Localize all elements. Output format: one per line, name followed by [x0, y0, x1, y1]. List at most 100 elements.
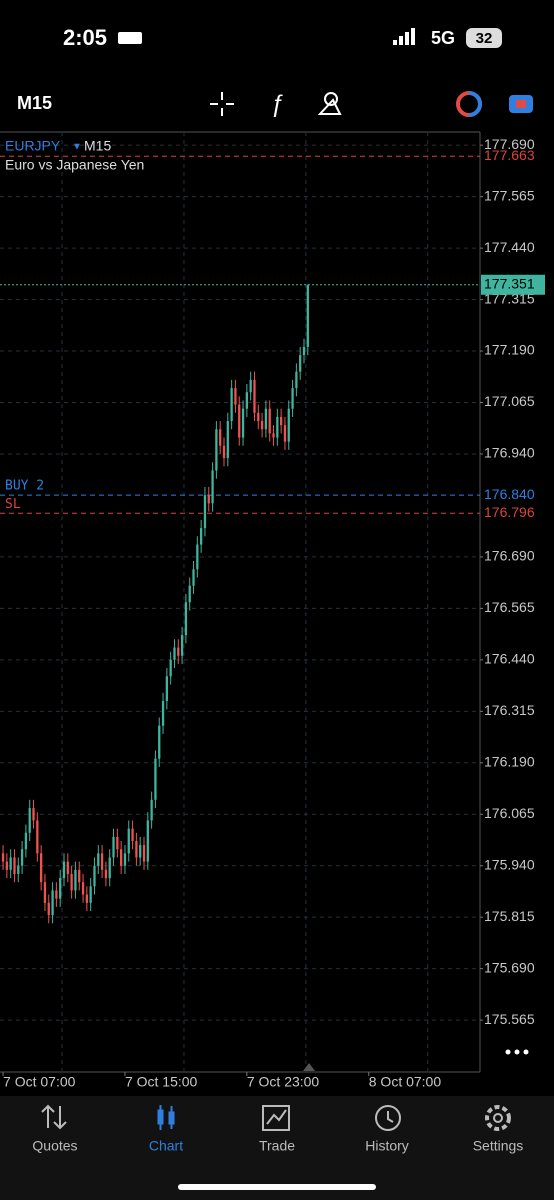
candle-body [120, 849, 123, 866]
nav-item[interactable]: Quotes [32, 1138, 77, 1154]
candle-body [104, 869, 108, 879]
candle-body [272, 433, 275, 438]
y-tick-label: 176.315 [484, 702, 535, 718]
candle-body [40, 853, 43, 883]
y-tick-label: 176.440 [484, 651, 535, 667]
candles [1, 284, 309, 924]
candle-body [32, 808, 35, 821]
nav-item[interactable]: Chart [149, 1138, 183, 1154]
candle-body [245, 392, 248, 409]
candle-body [70, 873, 73, 891]
symbol: EURJPY [5, 138, 61, 154]
candle-body [295, 371, 298, 389]
y-tick-label: 176.565 [484, 599, 535, 615]
battery-icon [466, 28, 502, 48]
chart-timeframe: M15 [84, 138, 111, 154]
crosshair-button[interactable] [210, 92, 234, 116]
candle-body [253, 379, 256, 413]
candle-body [241, 408, 245, 438]
candle-body [226, 421, 229, 459]
candle-body [207, 495, 210, 504]
candle-body [249, 379, 252, 393]
signal-icon [393, 28, 415, 45]
candle-body [260, 421, 264, 430]
candle-body [112, 836, 115, 858]
candle-body [203, 495, 207, 529]
x-tick-label: 7 Oct 07:00 [3, 1074, 76, 1090]
candle-body [85, 894, 88, 903]
candle-body [158, 725, 161, 759]
candle-body [24, 832, 28, 850]
sleep-icon [118, 32, 142, 44]
candle-body [306, 284, 309, 347]
price-label-box [481, 274, 545, 295]
candle-body [146, 820, 149, 862]
candle-body [131, 828, 134, 842]
candle-body [17, 865, 20, 874]
candle-body [188, 585, 191, 603]
y-tick-label: 176.065 [484, 805, 535, 821]
nav-item[interactable]: History [365, 1138, 409, 1154]
nav-icons [41, 1104, 511, 1131]
symbol-dropdown[interactable]: ▼ [72, 142, 82, 153]
candle-body [200, 528, 203, 545]
level-price-label: 176.796 [484, 504, 535, 520]
y-tick-label: 175.815 [484, 908, 535, 924]
home-indicator [178, 1184, 376, 1190]
level-price-label: 177.351 [484, 275, 535, 291]
candle-body [238, 404, 241, 438]
candle-body [55, 890, 58, 899]
candle-body [234, 388, 237, 405]
y-tick-label: 177.440 [484, 239, 535, 255]
candle-body [59, 878, 62, 899]
candle-body [180, 635, 184, 656]
y-tick-label: 177.690 [484, 136, 535, 152]
candle-body [169, 659, 172, 677]
candle-body [230, 388, 233, 422]
candle-body [74, 869, 77, 891]
candle-body [268, 408, 271, 434]
indicators-button[interactable]: ƒ [270, 90, 283, 117]
nav-item[interactable]: Trade [259, 1138, 295, 1154]
grid: 177.690177.565177.440177.315177.190177.0… [0, 132, 535, 1090]
candle-body [192, 569, 195, 586]
level-price-label: 177.663 [484, 147, 535, 163]
y-tick-label: 176.940 [484, 445, 535, 461]
candle-body [1, 853, 5, 862]
y-tick-label: 175.940 [484, 856, 535, 872]
chart-nav-icon [157, 1105, 175, 1130]
candle-body [13, 857, 16, 874]
trade-button[interactable] [456, 91, 482, 117]
candle-body [264, 408, 268, 430]
candle-body [291, 388, 294, 409]
candle-body [177, 647, 180, 656]
status-battery: 32 [476, 30, 493, 47]
y-tick-label: 175.565 [484, 1011, 535, 1027]
candle-body [5, 861, 8, 870]
candle-body [276, 416, 279, 438]
candle-body [47, 902, 50, 916]
y-tick-label: 176.690 [484, 548, 535, 564]
candle-body [116, 836, 119, 850]
status-network: 5G [431, 28, 455, 48]
candle-body [81, 882, 85, 895]
candle-body [299, 355, 302, 372]
level-name: BUY 2 [5, 479, 44, 494]
objects-button[interactable] [317, 92, 342, 115]
windows-button[interactable] [509, 95, 533, 113]
candle-body [36, 820, 39, 854]
status-time: 2:05 [63, 25, 107, 50]
candle-body [184, 602, 188, 636]
candle-body [139, 845, 142, 858]
candle-body [20, 849, 24, 866]
candle-body [28, 808, 31, 833]
nav-item[interactable]: Settings [473, 1138, 524, 1154]
y-tick-label: 175.690 [484, 959, 535, 975]
more-button[interactable] [505, 1049, 529, 1055]
candle-body [108, 857, 111, 879]
timeframe-button[interactable]: M15 [17, 93, 52, 113]
level-price-label: 176.840 [484, 486, 535, 502]
candle-body [142, 845, 146, 862]
candle-body [302, 346, 306, 356]
candle-body [123, 853, 127, 866]
